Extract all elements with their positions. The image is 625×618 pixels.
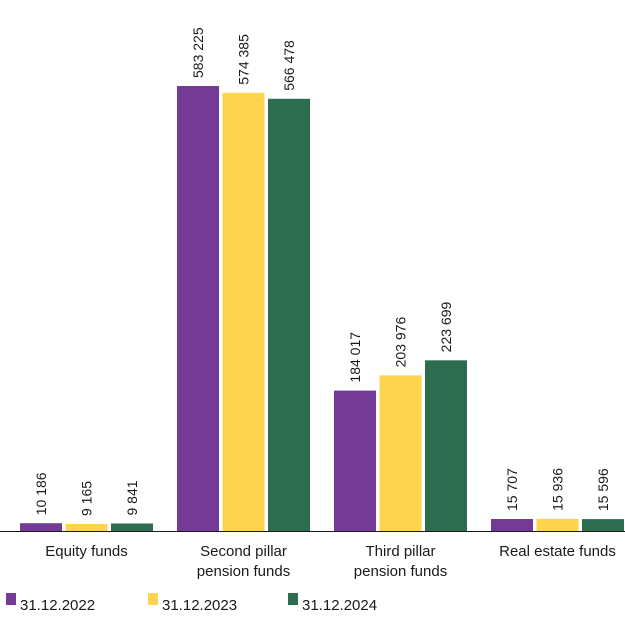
- value-label-1-2: 566 478: [281, 40, 297, 91]
- bar-0-2: [111, 523, 153, 531]
- value-label-3-2: 15 596: [595, 468, 611, 511]
- bar-1-1: [222, 92, 265, 532]
- value-label-3-0: 15 707: [504, 468, 520, 511]
- legend-label-0: 31.12.2022: [20, 597, 95, 613]
- bars-group: [20, 86, 624, 532]
- bar-2-2: [425, 360, 467, 531]
- value-label-0-2: 9 841: [124, 480, 140, 515]
- bar-1-2: [268, 98, 310, 531]
- bar-2-1: [379, 375, 422, 531]
- value-labels-group: 10 186 9 165 9 841 583 225 574 385 566 478 184…: [33, 27, 611, 516]
- bar-3-2: [582, 519, 624, 531]
- category-label-2: Third pillar pension funds: [354, 543, 447, 580]
- legend: 31.12.2022 31.12.2023 31.12.2024: [6, 593, 377, 614]
- legend-swatch-0: [6, 593, 16, 605]
- value-label-1-0: 583 225: [190, 27, 206, 78]
- legend-label-1: 31.12.2023: [162, 597, 237, 613]
- category-labels-group: Equity funds Second pillar pension funds Th…: [45, 543, 616, 580]
- bar-0-0: [20, 523, 62, 531]
- value-label-2-2: 223 699: [438, 301, 454, 352]
- bar-3-0: [491, 519, 533, 531]
- category-label-1: Second pillar pension funds: [197, 543, 290, 580]
- legend-swatch-1: [148, 593, 158, 605]
- category-label-0: Equity funds: [45, 543, 128, 560]
- value-label-1-1: 574 385: [236, 34, 252, 85]
- bar-0-1: [65, 524, 108, 531]
- bar-1-0: [177, 86, 219, 531]
- value-label-0-1: 9 165: [79, 481, 95, 516]
- value-label-0-0: 10 186: [33, 472, 49, 515]
- legend-label-2: 31.12.2024: [302, 597, 377, 613]
- value-label-2-0: 184 017: [347, 332, 363, 383]
- value-label-3-1: 15 936: [550, 468, 566, 511]
- bar-3-1: [536, 518, 579, 531]
- value-label-2-1: 203 976: [393, 317, 409, 368]
- bar-2-0: [334, 390, 376, 531]
- legend-swatch-2: [288, 593, 298, 605]
- category-label-3: Real estate funds: [499, 543, 616, 560]
